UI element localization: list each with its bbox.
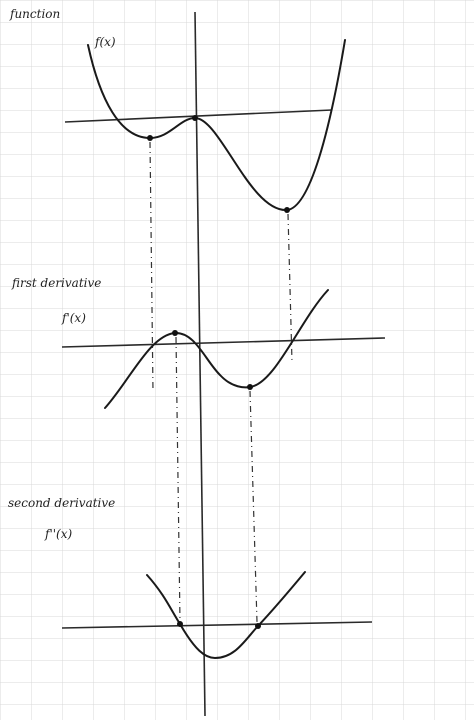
point (172, 330, 178, 336)
x-axis (61, 337, 386, 348)
label: second derivative (8, 496, 115, 510)
label: f(x) (94, 35, 116, 49)
point (247, 384, 253, 390)
label: first derivative (11, 276, 101, 290)
point (255, 623, 261, 629)
point (177, 621, 183, 627)
label: f'(x) (61, 311, 86, 325)
vertical-axis (194, 11, 206, 717)
guide-line (287, 213, 293, 363)
second-derivative-curve (146, 571, 306, 660)
x-axis (64, 109, 333, 123)
label: function (9, 7, 60, 21)
x-axis (61, 621, 373, 629)
guide-line (175, 336, 181, 623)
point (147, 135, 153, 141)
guide-line (149, 141, 154, 393)
guide-line (249, 390, 258, 623)
point (192, 115, 198, 121)
function-curve (87, 39, 346, 212)
point (284, 207, 290, 213)
label: f''(x) (44, 527, 72, 541)
first-derivative-curve (104, 289, 329, 409)
